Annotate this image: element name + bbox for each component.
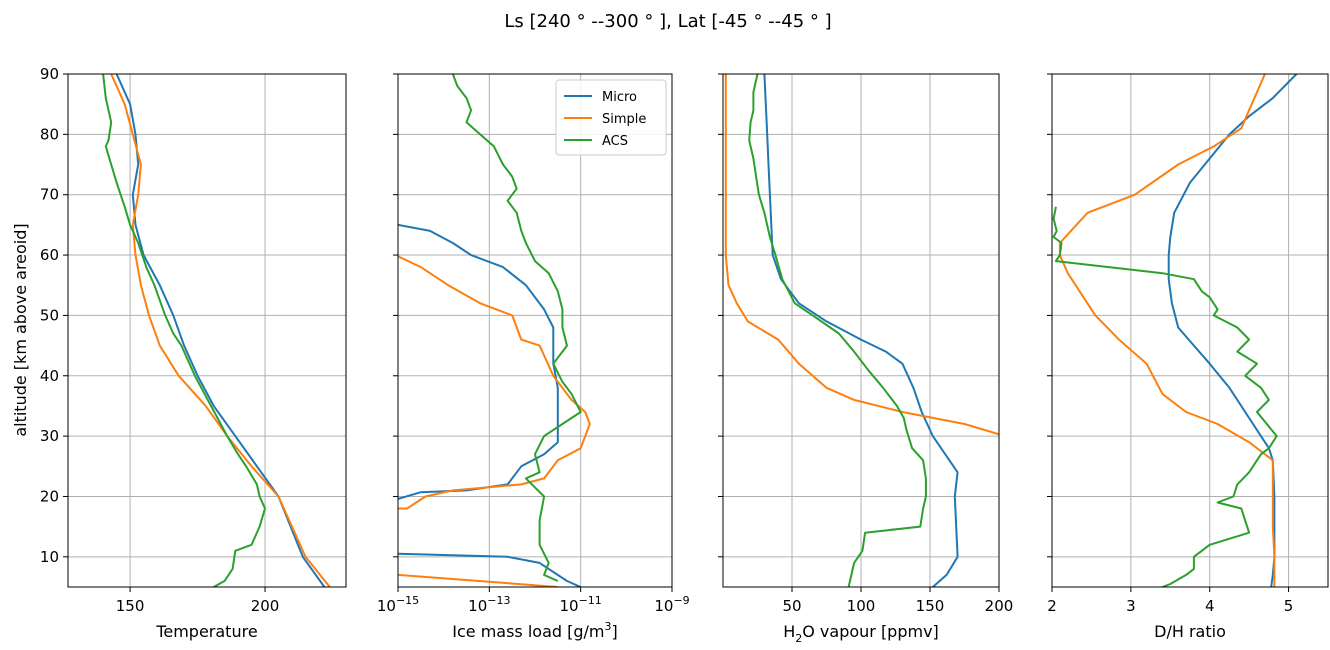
x-tick-label: 200 bbox=[251, 597, 280, 615]
series-line-simple bbox=[398, 573, 558, 587]
y-tick-label: 70 bbox=[40, 186, 59, 204]
x-axis-label-sup: 3 bbox=[605, 620, 612, 633]
x-tick-label: 100 bbox=[847, 597, 876, 615]
series-line-acs bbox=[451, 74, 582, 582]
x-tick-label: 200 bbox=[985, 597, 1014, 615]
series-line-acs bbox=[102, 74, 266, 587]
axes-frame bbox=[397, 73, 673, 588]
x-tick-label-base: 10 bbox=[560, 597, 579, 615]
x-axis-label-main: Ice mass load [g/m bbox=[452, 622, 604, 641]
x-axis-label-post: O vapour [ppmv] bbox=[802, 622, 939, 641]
series-line-micro bbox=[763, 74, 959, 587]
x-tick-label-exponent: −11 bbox=[579, 594, 602, 607]
x-axis-label: D/H ratio bbox=[1154, 622, 1226, 641]
series-line-acs bbox=[748, 74, 927, 587]
series-line-micro bbox=[398, 552, 582, 587]
legend: Micro Simple ACS bbox=[555, 79, 667, 156]
y-tick-label: 30 bbox=[40, 427, 59, 445]
series-line-simple bbox=[110, 74, 331, 587]
y-tick-label: 10 bbox=[40, 548, 59, 566]
y-tick-label: 80 bbox=[40, 125, 59, 143]
legend-label-micro: Micro bbox=[602, 90, 637, 105]
x-tick-label-exponent: −13 bbox=[487, 594, 510, 607]
x-axis-label: Temperature bbox=[155, 622, 257, 641]
y-tick-label: 50 bbox=[40, 306, 59, 324]
x-tick-label: 150 bbox=[916, 597, 945, 615]
x-axis-label: H2O vapour [ppmv] bbox=[783, 622, 939, 645]
x-tick-label: 50 bbox=[782, 597, 801, 615]
y-tick-label: 40 bbox=[40, 367, 59, 385]
x-tick-label-exponent: −9 bbox=[673, 594, 689, 607]
x-tick-label: 10−15 bbox=[377, 594, 419, 615]
x-axis-label: Ice mass load [g/m3] bbox=[452, 620, 618, 641]
axes-frame bbox=[1051, 73, 1329, 588]
x-tick-label-base: 10 bbox=[654, 597, 673, 615]
series-line-micro bbox=[115, 74, 326, 587]
x-tick-label: 3 bbox=[1126, 597, 1136, 615]
panel-3: 50 100 150 200 H2O vapour [ppmv] bbox=[718, 73, 1014, 645]
x-tick-label-exponent: −15 bbox=[396, 594, 419, 607]
y-tick-label: 20 bbox=[40, 487, 59, 505]
series-line-micro bbox=[1167, 74, 1298, 587]
series-line-simple bbox=[1058, 74, 1276, 587]
x-axis-label-sub: 2 bbox=[795, 632, 802, 645]
x-tick-label: 10−13 bbox=[468, 594, 510, 615]
series-line-micro bbox=[398, 223, 559, 500]
x-tick-label: 10−11 bbox=[560, 594, 602, 615]
x-tick-label: 150 bbox=[116, 597, 145, 615]
x-tick-label-base: 10 bbox=[377, 597, 396, 615]
series-line-simple bbox=[724, 74, 999, 436]
x-axis-label-pre: H bbox=[783, 622, 795, 641]
series-line-simple bbox=[398, 255, 591, 510]
x-tick-label-base: 10 bbox=[468, 597, 487, 615]
x-axis-label-end: ] bbox=[612, 622, 618, 641]
x-tick-label: 4 bbox=[1205, 597, 1215, 615]
y-axis-label: altitude [km above areoid] bbox=[11, 223, 30, 436]
x-tick-label: 2 bbox=[1047, 597, 1057, 615]
x-tick-label: 10−9 bbox=[654, 594, 689, 615]
series-line-acs bbox=[1052, 206, 1278, 587]
x-tick-label: 5 bbox=[1284, 597, 1294, 615]
legend-box bbox=[555, 79, 667, 156]
legend-label-acs: ACS bbox=[602, 134, 628, 149]
y-tick-label: 60 bbox=[40, 246, 59, 264]
panel-4: 2 3 4 5 D/H ratio bbox=[1047, 73, 1329, 641]
axes-frame bbox=[67, 73, 347, 588]
chart-title: Ls [240 ° --300 ° ], Lat [-45 ° --45 ° ] bbox=[504, 11, 831, 32]
axes-frame bbox=[722, 73, 1000, 588]
legend-label-simple: Simple bbox=[602, 112, 646, 127]
panel-1: 10 20 30 40 50 60 70 80 90 150 200 Temperature bbox=[40, 65, 347, 641]
y-tick-label: 90 bbox=[40, 65, 59, 83]
